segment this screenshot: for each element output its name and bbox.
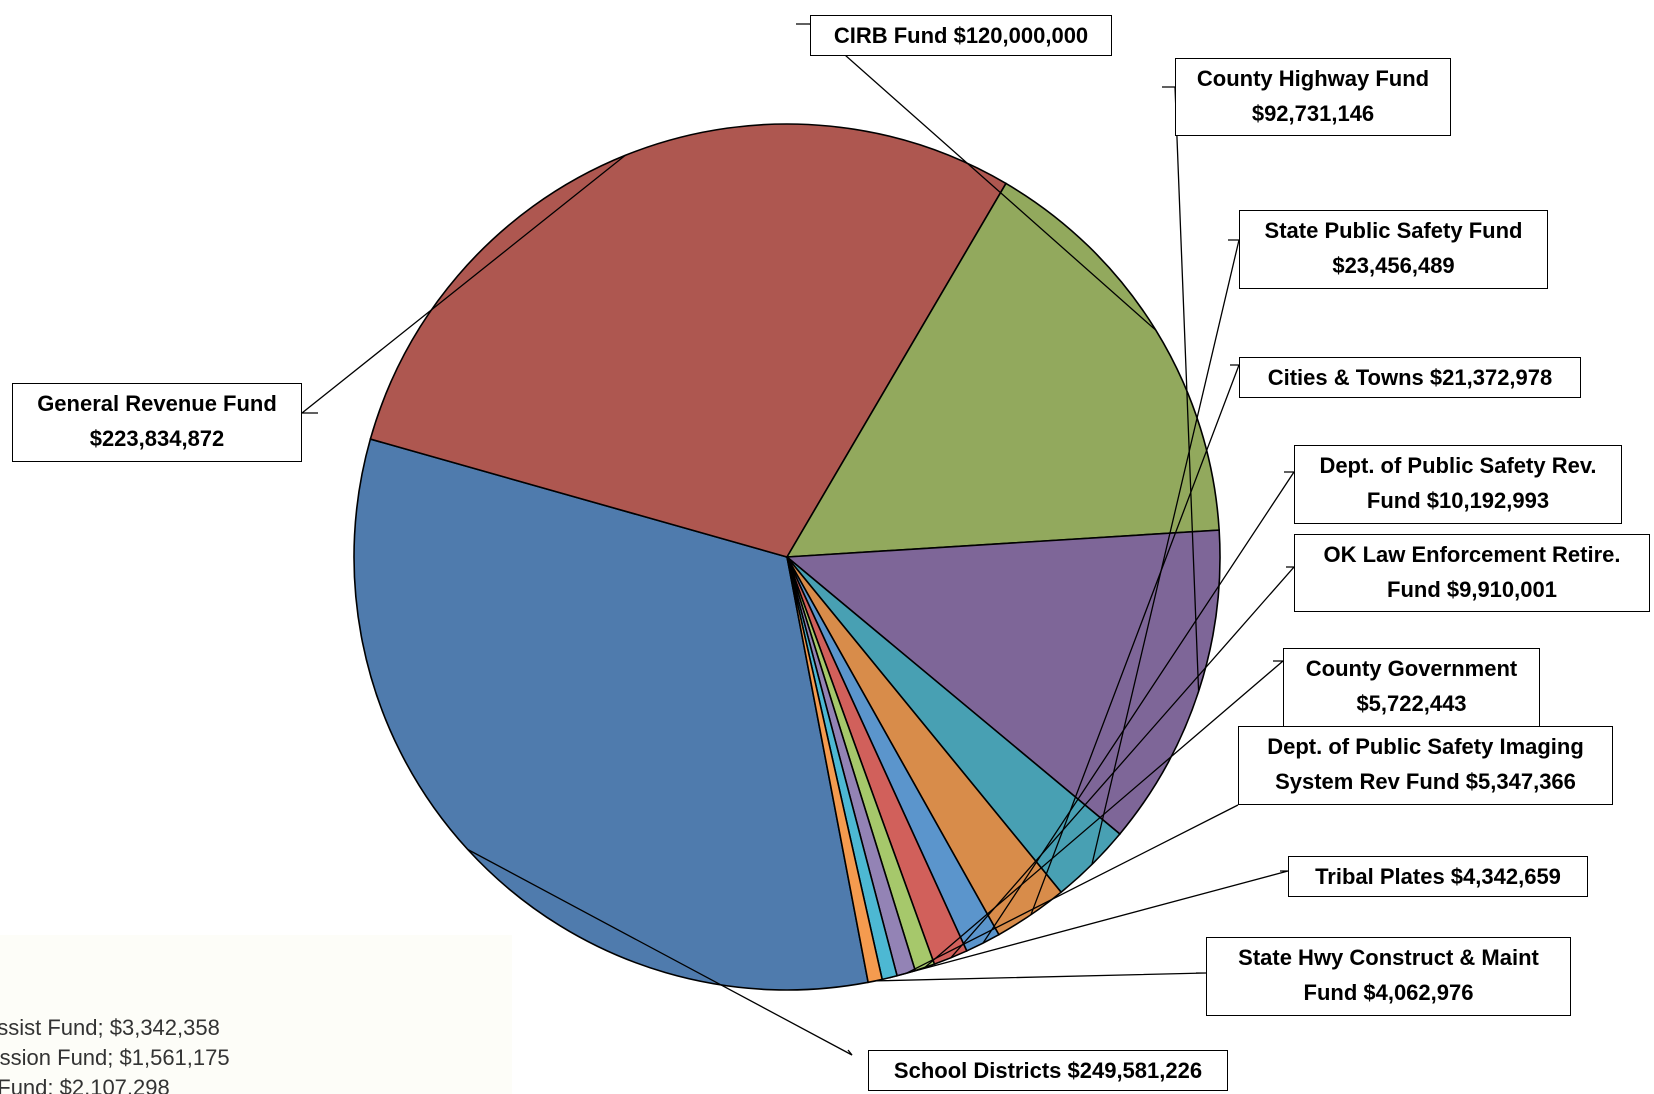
data-label-text: State Hwy Construct & Maint <box>1238 945 1539 970</box>
data-label-1: School Districts $249,581,226 <box>868 1050 1228 1091</box>
other-fund-entry: rtation Fund; $2,107,298 <box>0 1075 170 1094</box>
data-label-text: Dept. of Public Safety Imaging <box>1267 734 1584 759</box>
pie-slice-1 <box>353 438 870 991</box>
other-fund-entry: Commission Fund; $1,561,175 <box>0 1045 230 1070</box>
data-label-11: Tribal Plates $4,342,659 <box>1288 856 1588 897</box>
data-label-5: State Public Safety Fund $23,456,489 <box>1239 210 1548 289</box>
leader-line-1 <box>467 848 853 1056</box>
data-label-text: Fund $4,062,976 <box>1303 980 1474 1005</box>
data-label-6: Cities & Towns $21,372,978 <box>1239 357 1581 398</box>
data-label-text: School Districts $249,581,226 <box>893 1058 1203 1083</box>
data-label-text: Cities & Towns $21,372,978 <box>1267 365 1553 390</box>
data-label-text: OK Law Enforcement Retire. <box>1323 542 1621 567</box>
leader-line-10 <box>905 804 1239 974</box>
leader-line-2 <box>300 154 626 414</box>
data-label-10: Dept. of Public Safety Imaging System Rev… <box>1238 726 1613 805</box>
data-label-3: CIRB Fund $120,000,000 <box>810 15 1112 56</box>
data-label-text: $92,731,146 <box>1251 101 1375 126</box>
other-funds-list: Care Assist Fund; $3,342,358 Commission F… <box>0 1013 230 1094</box>
data-label-4: County Highway Fund $92,731,146 <box>1175 58 1451 136</box>
data-label-text: County Highway Fund <box>1196 66 1430 91</box>
data-label-text: $223,834,872 <box>89 426 225 451</box>
data-label-text: State Public Safety Fund <box>1264 218 1523 243</box>
data-label-text: CIRB Fund $120,000,000 <box>833 23 1089 48</box>
data-label-text: Fund $10,192,993 <box>1366 488 1550 513</box>
pie-slice-12 <box>786 556 884 984</box>
data-label-text: Dept. of Public Safety Rev. <box>1319 453 1597 478</box>
data-label-8: OK Law Enforcement Retire. Fund $9,910,00… <box>1294 534 1650 612</box>
other-fund-entry: Care Assist Fund; $3,342,358 <box>0 1015 220 1040</box>
data-label-12: State Hwy Construct & Maint Fund $4,062,9… <box>1206 937 1571 1016</box>
data-label-2: General Revenue Fund $223,834,872 <box>12 383 302 462</box>
data-label-9: County Government $5,722,443 <box>1283 648 1540 727</box>
data-label-text: System Rev Fund $5,347,366 <box>1275 769 1576 794</box>
data-label-text: Tribal Plates $4,342,659 <box>1315 864 1561 889</box>
data-label-text: General Revenue Fund <box>37 391 277 416</box>
other-funds-panel: Care Assist Fund; $3,342,358 Commission F… <box>0 935 512 1094</box>
leader-line-12 <box>875 972 1207 982</box>
data-label-text: Fund $9,910,001 <box>1387 577 1557 602</box>
data-label-text: County Government <box>1305 656 1518 681</box>
pie-slice-4 <box>784 529 1221 836</box>
data-label-text: $23,456,489 <box>1332 253 1455 278</box>
data-label-text: $5,722,443 <box>1356 691 1467 716</box>
data-label-7: Dept. of Public Safety Rev. Fund $10,192,… <box>1294 445 1622 524</box>
